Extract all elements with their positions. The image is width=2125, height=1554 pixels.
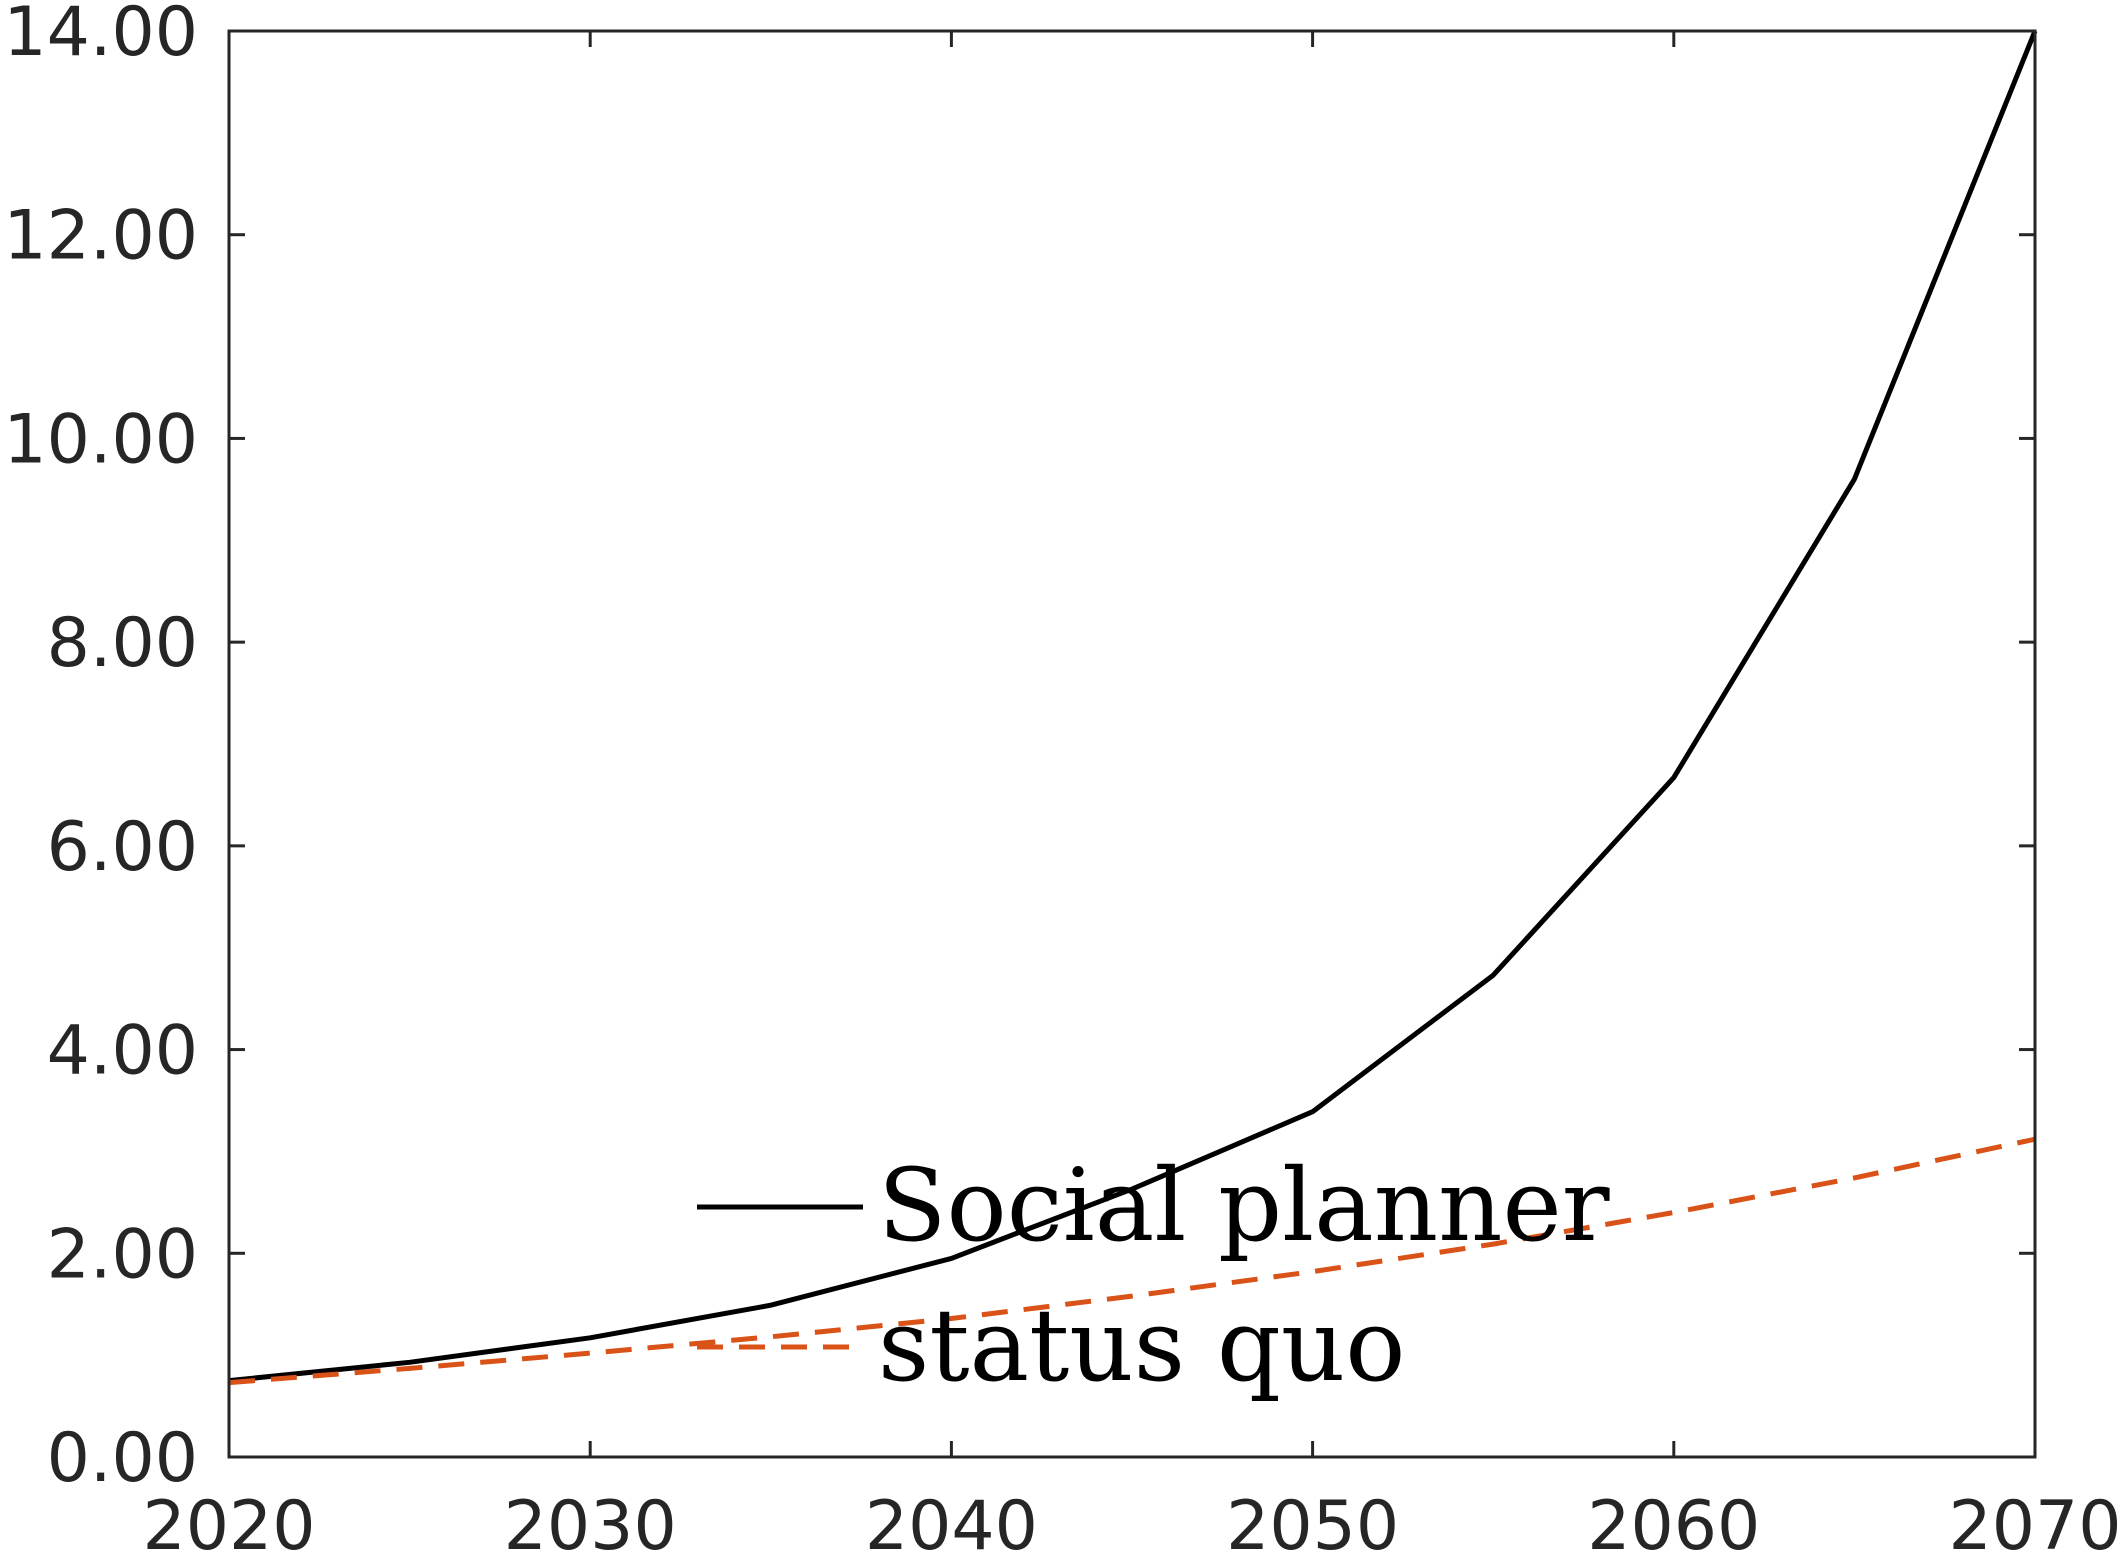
x-tick-label: 2040 [865,1487,1038,1554]
x-tick-label: 2070 [1948,1487,2121,1554]
series-layer [228,30,2038,1386]
x-tick-label: 2020 [142,1487,315,1554]
y-tick-label: 14.00 [3,0,198,72]
y-tick-label: 4.00 [47,1012,198,1091]
y-tick-label: 6.00 [47,808,198,887]
legend-label: Social planner [878,1147,1610,1264]
plot-area [229,31,2035,1457]
y-tick-label: 2.00 [47,1215,198,1294]
legend-label: status quo [878,1287,1405,1404]
y-tick-label: 12.00 [3,197,198,276]
series-line [228,1136,2036,1386]
x-axis: 2020 2030 2040 2050 2060 2070 [142,31,2122,1554]
y-tick-label: 8.00 [47,604,198,683]
legend: Social planner status quo [697,1147,1610,1404]
y-axis: 0.00 2.00 4.00 6.00 8.00 10.00 12.00 14.00 [3,0,2035,1498]
series-line [228,30,2038,1384]
y-tick-label: 10.00 [3,400,198,479]
x-tick-label: 2030 [504,1487,677,1554]
x-tick-label: 2060 [1587,1487,1760,1554]
y-tick-label: 0.00 [47,1419,198,1498]
plot-frame [227,29,2037,1459]
x-tick-label: 2050 [1226,1487,1399,1554]
